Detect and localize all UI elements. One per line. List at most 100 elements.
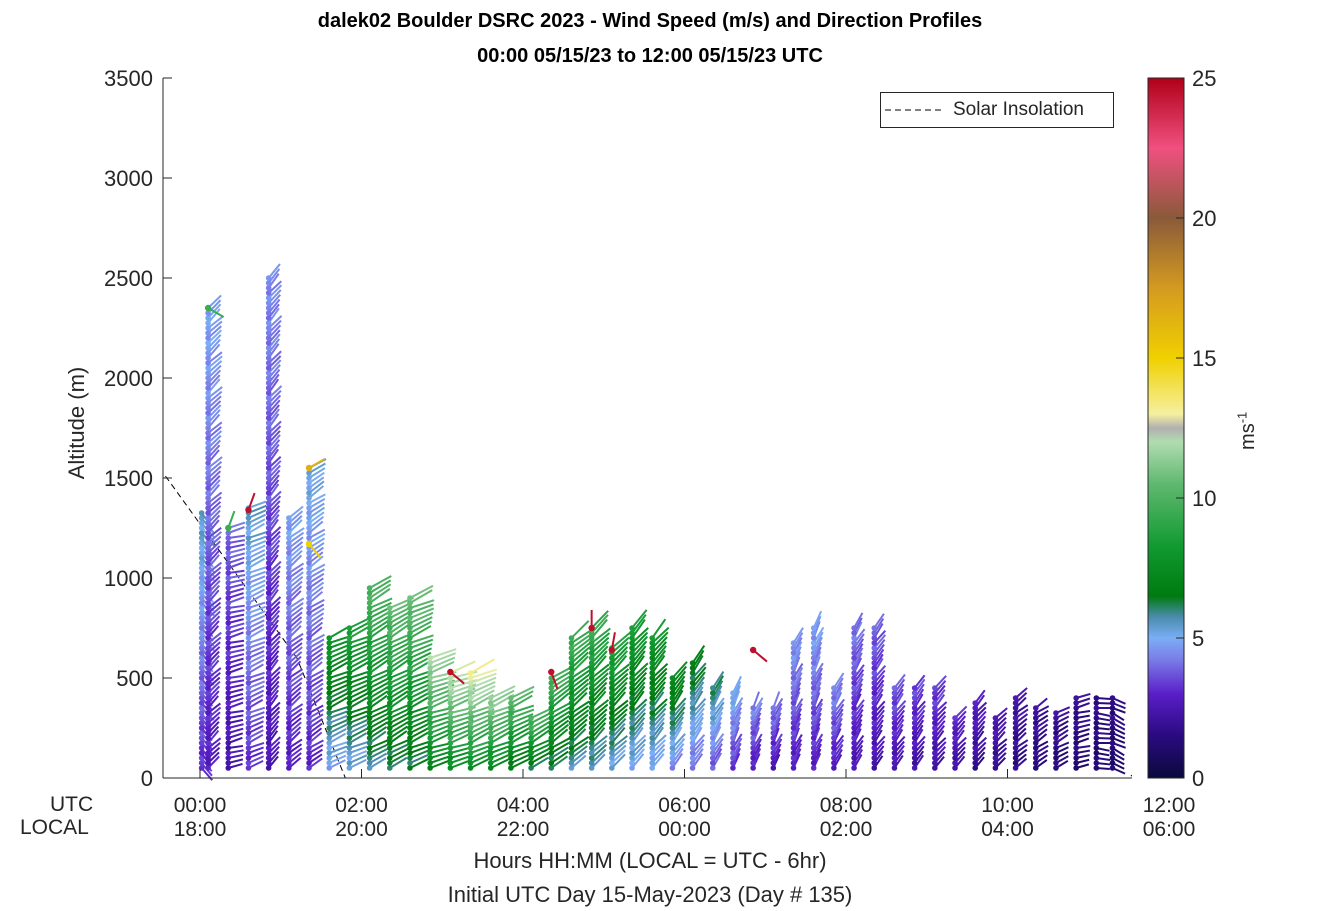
wind-barb-point xyxy=(326,720,333,726)
wind-barb-point xyxy=(198,690,205,696)
wind-barb-point xyxy=(1093,715,1100,721)
wind-barb-point xyxy=(891,750,898,756)
wind-barb-point xyxy=(1032,745,1039,751)
wind-barb-point xyxy=(306,585,312,591)
wind-barb-point xyxy=(588,750,595,756)
wind-barb-point xyxy=(198,695,205,701)
wind-barb-point xyxy=(790,650,797,656)
wind-barb-point xyxy=(306,740,312,746)
wind-barb-point xyxy=(286,735,292,741)
wind-barb-line xyxy=(590,703,609,719)
wind-barb-point xyxy=(306,650,312,656)
wind-barb-line xyxy=(611,676,629,694)
spot-barb-point xyxy=(204,304,212,312)
wind-barb-point xyxy=(447,680,454,686)
wind-barb-point xyxy=(265,455,272,461)
wind-barb-line xyxy=(893,692,904,709)
wind-barb-line xyxy=(308,493,326,504)
wind-barb-point xyxy=(265,580,272,586)
x-tick-label-utc: 02:00 xyxy=(335,794,388,817)
wind-barb-line xyxy=(691,712,705,729)
wind-barb-point xyxy=(588,735,595,741)
wind-barb-point xyxy=(1053,755,1059,761)
wind-barb-point xyxy=(286,590,292,596)
wind-barb-point xyxy=(205,475,211,481)
wind-barb-point xyxy=(588,740,595,746)
wind-barb-point xyxy=(1032,765,1039,771)
wind-barb-point xyxy=(205,500,211,506)
wind-barb-point xyxy=(306,625,312,631)
wind-barb-point xyxy=(346,705,353,711)
wind-barb-line xyxy=(409,643,433,654)
wind-barb-point xyxy=(1073,755,1079,761)
wind-barb-point xyxy=(972,715,978,721)
wind-barb-point xyxy=(407,730,413,736)
wind-barb-point xyxy=(265,505,272,511)
wind-barb-point xyxy=(407,705,413,711)
wind-barb-line xyxy=(389,716,409,729)
wind-barb-line xyxy=(207,421,223,434)
wind-barb-point xyxy=(326,655,333,661)
wind-barb-point xyxy=(1012,765,1019,771)
wind-barb-point xyxy=(588,665,595,671)
wind-barb-line xyxy=(772,691,781,709)
wind-barb-point xyxy=(992,740,999,746)
wind-barb-point xyxy=(770,730,777,736)
wind-barb-line xyxy=(308,511,325,524)
wind-barb-point xyxy=(386,750,393,756)
wind-barb-line xyxy=(248,641,266,649)
wind-barb-point xyxy=(810,630,817,636)
wind-barb-point xyxy=(568,645,575,651)
wind-barbs xyxy=(198,263,1127,781)
wind-barb-line xyxy=(691,748,704,764)
wind-barb-point xyxy=(286,610,292,616)
wind-barb-point xyxy=(306,535,312,541)
wind-barb-point xyxy=(568,660,575,666)
x-tick-label-utc: 00:00 xyxy=(174,794,227,817)
wind-barb-point xyxy=(386,620,393,626)
wind-barb-point xyxy=(871,635,878,641)
wind-barb-line xyxy=(651,650,667,669)
colorbar-label: ms-1 xyxy=(1234,412,1260,450)
wind-barb-line xyxy=(752,707,763,724)
wind-barb-point xyxy=(709,765,716,771)
wind-barb-point xyxy=(911,690,918,696)
wind-barb-point xyxy=(447,700,454,706)
wind-barb-point xyxy=(1109,735,1116,741)
wind-barb-point xyxy=(932,705,938,711)
wind-barb-line xyxy=(288,620,303,634)
wind-barb-line xyxy=(207,308,221,324)
legend: Solar Insolation xyxy=(880,92,1114,128)
wind-barb-line xyxy=(833,677,844,694)
wind-barb-point xyxy=(386,715,393,721)
wind-barb-line xyxy=(671,665,687,684)
wind-barb-point xyxy=(992,720,999,726)
wind-barb-point xyxy=(366,590,373,596)
wind-barb-point xyxy=(508,765,514,771)
wind-barb-point xyxy=(770,755,777,761)
wind-barb-point xyxy=(407,760,413,766)
wind-barb-point xyxy=(851,685,857,691)
wind-barb-line xyxy=(792,627,804,644)
wind-barb-point xyxy=(205,645,211,651)
wind-barb-line xyxy=(348,648,370,659)
wind-barb-line xyxy=(328,714,348,724)
wind-barb-point xyxy=(568,695,575,701)
wind-barb-line xyxy=(267,464,281,479)
wind-barb-line xyxy=(651,748,666,764)
wind-barb-line xyxy=(409,682,432,694)
x-tick-label-local: 06:00 xyxy=(1143,818,1196,841)
wind-barb-point xyxy=(427,730,433,736)
spot-barbs xyxy=(204,304,768,690)
wind-barb-point xyxy=(306,730,312,736)
wind-barb-line xyxy=(570,633,593,649)
wind-barb-point xyxy=(467,700,474,706)
wind-barb-line xyxy=(570,735,590,749)
wind-barb-point xyxy=(609,675,615,681)
wind-barb-line xyxy=(328,648,350,659)
wind-barb-point xyxy=(447,755,454,761)
wind-barb-point xyxy=(205,730,211,736)
wind-barb-point xyxy=(265,325,272,331)
wind-barb-point xyxy=(265,520,272,526)
wind-barb-point xyxy=(750,725,756,731)
